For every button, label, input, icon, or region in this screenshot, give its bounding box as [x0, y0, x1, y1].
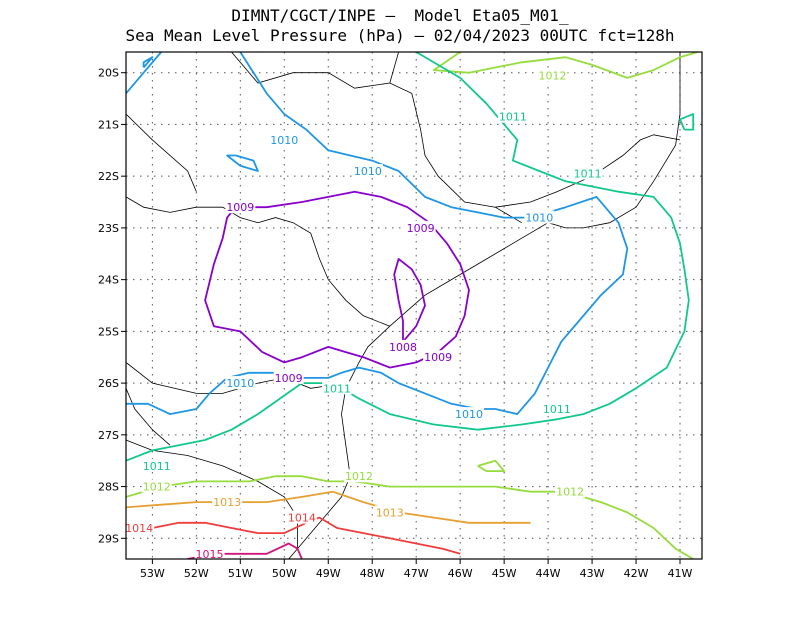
- boundary-mg-rj: [495, 134, 681, 208]
- isobar-label-bg: [555, 484, 586, 498]
- isobar-contours: [126, 52, 698, 559]
- map-subtitle: Sea Mean Level Pressure (hPa) – 02/04/20…: [125, 26, 675, 45]
- boundary-sp-state: [231, 52, 522, 224]
- lon-tick-label: 42W: [624, 567, 649, 580]
- isobar-label-1009: 1009: [226, 201, 254, 214]
- isobar-1008: [393, 258, 426, 343]
- lat-tick-label: 24S: [98, 274, 119, 287]
- isobar-label-1011: 1011: [499, 111, 527, 124]
- lon-tick-label: 44W: [536, 567, 561, 580]
- land-boundaries: [126, 52, 681, 559]
- isobar-label-bg: [572, 166, 603, 180]
- isobar-label-1013: 1013: [213, 496, 241, 509]
- isobar-labels: 1012 1011 1010 1011 1010 1009 1010 1009 1008 1009…: [124, 68, 603, 561]
- isobar-label-1008: 1008: [389, 341, 417, 354]
- lon-tick-label: 49W: [316, 567, 341, 580]
- lat-tick-label: 25S: [98, 325, 119, 338]
- isobar-1010: [126, 52, 162, 94]
- lat-lon-grid: [126, 52, 702, 559]
- isobar-label-1014: 1014: [288, 512, 316, 525]
- isobar-1010: [142, 56, 154, 69]
- isobar-label-bg: [124, 520, 155, 534]
- isobar-label-bg: [497, 109, 528, 123]
- lat-tick-label: 21S: [98, 118, 119, 131]
- lon-tick-label: 46W: [448, 567, 473, 580]
- lon-tick-label: 47W: [404, 567, 429, 580]
- isobar-label-1013: 1013: [376, 506, 404, 519]
- isobar-label-1012: 1012: [539, 69, 567, 82]
- lon-tick-label: 45W: [492, 567, 517, 580]
- lat-tick-label: 27S: [98, 429, 119, 442]
- isobar-label-bg: [344, 469, 375, 483]
- isobar-label-1011: 1011: [543, 403, 571, 416]
- isobar-label-1010: 1010: [525, 212, 553, 225]
- isobar-label-bg: [453, 407, 484, 421]
- isobar-label-bg: [273, 370, 304, 384]
- lon-tick-label: 51W: [228, 567, 253, 580]
- isobar-label-1009: 1009: [275, 372, 303, 385]
- isobar-1010: [226, 154, 259, 172]
- isobar-label-1011: 1011: [323, 382, 351, 395]
- lat-tick-label: 23S: [98, 222, 119, 235]
- isobar-label-1011: 1011: [143, 460, 171, 473]
- isobar-label-bg: [352, 163, 383, 177]
- isobar-label-bg: [388, 339, 419, 353]
- lon-tick-label: 48W: [360, 567, 385, 580]
- lat-tick-label: 28S: [98, 481, 119, 494]
- lat-tick-label: 29S: [98, 532, 119, 545]
- isobar-1009: [204, 190, 470, 369]
- map-title: DIMNT/CGCT/INPE – Model Eta05_M01_: [231, 6, 569, 25]
- boundary-ms-west: [126, 113, 197, 192]
- isobar-label-bg: [212, 495, 243, 509]
- boundary-ms-pr: [126, 196, 390, 327]
- boundary-coastline: [288, 52, 681, 559]
- lat-tick-label: 22S: [98, 170, 119, 183]
- isobar-1012: [432, 52, 698, 79]
- isobar-label-1012: 1012: [143, 481, 171, 494]
- lon-tick-label: 50W: [272, 567, 297, 580]
- isobar-label-bg: [524, 210, 555, 224]
- axis-ticks: 20S 21S 22S 23S 24S 25S 26S 27S 28S 29S 53W 52W 51W 5…: [98, 67, 693, 580]
- isobar-label-1010: 1010: [354, 165, 382, 178]
- isobar-1013: [126, 490, 531, 524]
- isobar-1011: [679, 113, 695, 131]
- isobar-label-bg: [225, 376, 256, 390]
- isobar-label-1011: 1011: [574, 168, 602, 181]
- isobar-1010: [126, 52, 629, 415]
- isobar-label-bg: [286, 510, 317, 524]
- lon-tick-label: 43W: [580, 567, 605, 580]
- isobar-label-1014: 1014: [125, 522, 153, 535]
- isobar-1012: [126, 475, 694, 559]
- lon-tick-label: 53W: [140, 567, 165, 580]
- lat-tick-label: 26S: [98, 377, 119, 390]
- isobar-label-1010: 1010: [226, 377, 254, 390]
- isobar-label-1012: 1012: [556, 486, 584, 499]
- isobar-label-bg: [405, 220, 436, 234]
- isobar-label-1010: 1010: [455, 408, 483, 421]
- lon-tick-label: 52W: [184, 567, 209, 580]
- lat-tick-label: 20S: [98, 67, 119, 80]
- isobar-label-bg: [269, 132, 300, 146]
- isobar-label-bg: [194, 546, 225, 560]
- isobar-label-bg: [225, 200, 256, 214]
- boundary-mg-rj-es: [389, 52, 399, 84]
- plot-frame: [125, 51, 703, 560]
- isobar-1012: [477, 459, 505, 472]
- isobar-label-1009: 1009: [407, 222, 435, 235]
- isobar-label-bg: [537, 68, 568, 82]
- boundary-argentina: [126, 388, 171, 446]
- isobar-label-bg: [423, 350, 454, 364]
- isobar-label-1012: 1012: [345, 470, 373, 483]
- isobar-label-bg: [322, 381, 353, 395]
- lon-tick-label: 41W: [668, 567, 693, 580]
- isobar-1011: [126, 52, 690, 462]
- isobar-label-1009: 1009: [424, 351, 452, 364]
- isobar-label-bg: [541, 401, 572, 415]
- isobar-label-bg: [374, 505, 405, 519]
- isobar-label-bg: [141, 458, 172, 472]
- isobar-label-1010: 1010: [270, 134, 298, 147]
- isobar-label-1015: 1015: [196, 548, 224, 561]
- isobar-label-bg: [141, 479, 172, 493]
